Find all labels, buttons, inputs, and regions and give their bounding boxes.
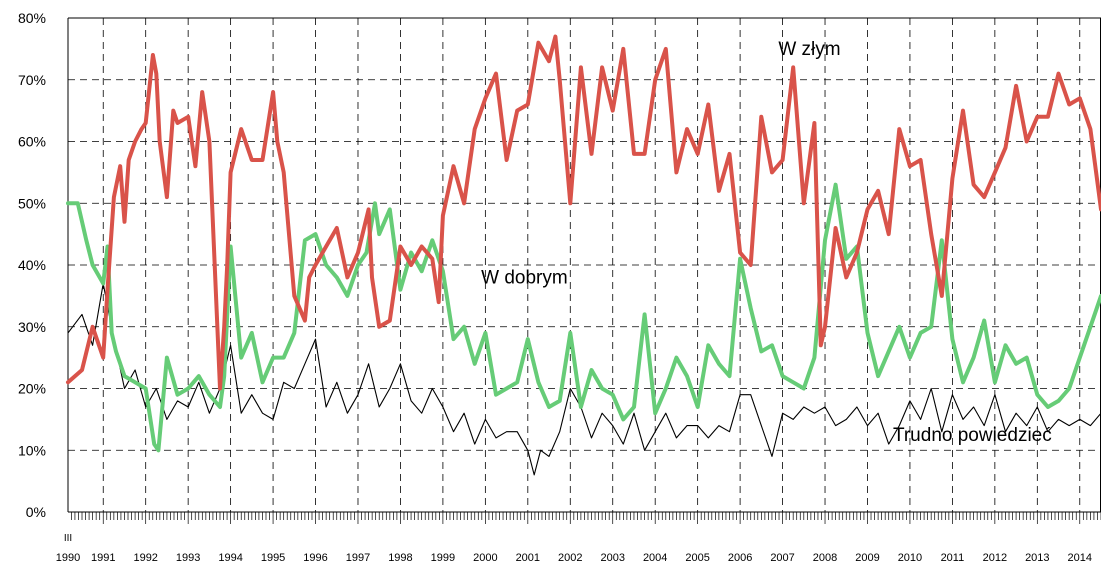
x-tick-label: 2001 bbox=[516, 552, 540, 564]
x-tick-label: 1998 bbox=[388, 552, 412, 564]
x-tick-label: 2002 bbox=[558, 552, 582, 564]
series-annotation: W złym bbox=[778, 39, 840, 60]
series-annotation: Trudno powiedzieć bbox=[893, 425, 1052, 446]
x-tick-label: 2009 bbox=[855, 552, 879, 564]
series-line-w-z-ym bbox=[66, 34, 1101, 391]
x-tick-label: 2006 bbox=[728, 552, 752, 564]
series-line-w-dobrym bbox=[66, 182, 1101, 453]
series-annotation: W dobrym bbox=[481, 268, 568, 289]
x-tick-label: 1999 bbox=[431, 552, 455, 564]
x-tick-label: 2000 bbox=[473, 552, 497, 564]
y-tick-label: 70% bbox=[18, 72, 46, 88]
y-tick-label: 80% bbox=[18, 10, 46, 26]
x-tick-label: 2013 bbox=[1025, 552, 1049, 564]
x-tick-label: 2003 bbox=[600, 552, 624, 564]
x-tick-label: 2012 bbox=[983, 552, 1007, 564]
x-tick-label: 1993 bbox=[176, 552, 200, 564]
y-tick-label: 10% bbox=[18, 442, 46, 458]
x-tick-label: 2007 bbox=[770, 552, 794, 564]
x-start-month-label: III bbox=[64, 533, 72, 544]
x-tick-label: 2008 bbox=[813, 552, 837, 564]
x-tick-label: 1996 bbox=[303, 552, 327, 564]
y-tick-label: 0% bbox=[26, 504, 46, 520]
x-minor-ticks bbox=[71, 512, 1101, 524]
x-tick-label: 2004 bbox=[643, 552, 667, 564]
y-tick-label: 40% bbox=[18, 257, 46, 273]
x-tick-label: 1992 bbox=[133, 552, 157, 564]
x-tick-label: 1990 bbox=[56, 552, 80, 564]
y-tick-label: 20% bbox=[18, 381, 46, 397]
x-tick-label: 2010 bbox=[898, 552, 922, 564]
y-tick-label: 60% bbox=[18, 134, 46, 150]
x-tick-label: 2011 bbox=[941, 552, 965, 564]
x-tick-label: 1995 bbox=[261, 552, 285, 564]
x-tick-label: 2005 bbox=[685, 552, 709, 564]
y-tick-label: 50% bbox=[18, 195, 46, 211]
x-tick-label: 2014 bbox=[1068, 552, 1092, 564]
x-tick-label: 1991 bbox=[91, 552, 115, 564]
x-tick-label: 1994 bbox=[218, 552, 242, 564]
y-tick-label: 30% bbox=[18, 319, 46, 335]
x-tick-label: 1997 bbox=[346, 552, 370, 564]
